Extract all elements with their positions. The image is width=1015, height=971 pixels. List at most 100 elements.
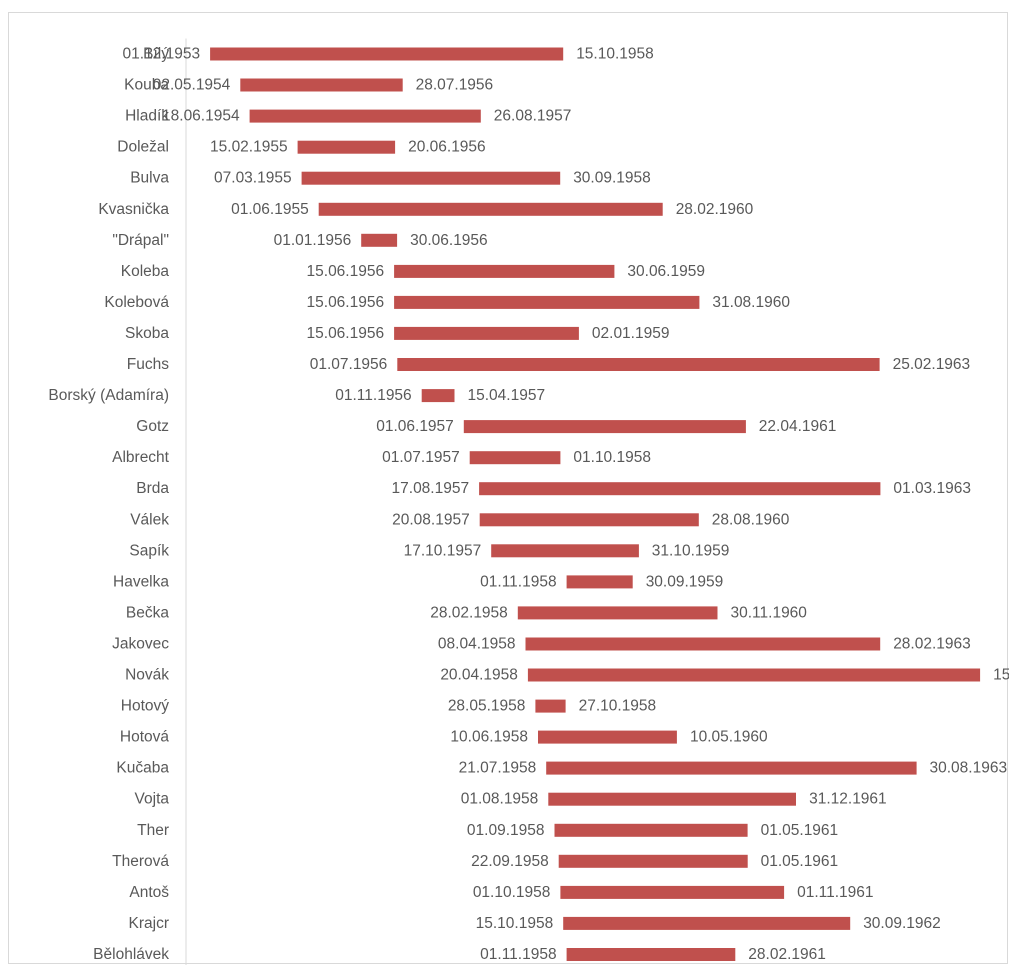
gantt-row: Hotový 28.05.1958 27.10.1958 <box>121 698 656 715</box>
category-label: Hotová <box>120 729 169 746</box>
range-bar <box>535 699 566 713</box>
range-bar <box>301 171 561 185</box>
end-date-label: 02.01.1959 <box>592 325 670 342</box>
start-date-label: 20.08.1957 <box>392 511 470 528</box>
start-date-label: 01.08.1958 <box>461 791 539 808</box>
start-date-label: 01.11.1958 <box>480 573 556 590</box>
end-date-label: 01.10.1958 <box>573 449 651 466</box>
category-label: Doležal <box>117 139 169 156</box>
range-bar <box>554 823 748 837</box>
start-date-label: 15.10.1958 <box>476 915 554 932</box>
range-bar <box>463 420 746 434</box>
end-date-label: 30.11.1960 <box>731 604 808 621</box>
range-bar <box>558 854 748 868</box>
category-label: Kolebová <box>104 294 169 311</box>
start-date-label: 17.08.1957 <box>392 480 470 497</box>
gantt-row: Jakovec 08.04.1958 28.02.1963 <box>112 635 971 652</box>
range-bar <box>421 389 455 403</box>
end-date-label: 22.04.1961 <box>759 418 837 435</box>
category-label: Novák <box>125 667 169 684</box>
gantt-row: Gotz 01.06.1957 22.04.1961 <box>136 418 836 435</box>
range-bar <box>297 140 396 154</box>
range-bar <box>397 358 880 371</box>
gantt-row: Hotová 10.06.1958 10.05.1960 <box>120 729 768 746</box>
gantt-row: Sapík 17.10.1957 31.10.1959 <box>129 542 729 559</box>
range-bar <box>318 202 663 216</box>
start-date-label: 01.11.1956 <box>335 387 411 404</box>
gantt-row: Havelka 01.11.1958 30.09.1959 <box>113 573 723 590</box>
gantt-row: Krajcr 15.10.1958 30.09.1962 <box>129 915 941 932</box>
range-bar <box>361 233 398 247</box>
category-label: Antoš <box>129 884 169 901</box>
end-date-label: 28.08.1960 <box>712 511 790 528</box>
category-label: Bělohlávek <box>93 946 169 963</box>
category-label: "Drápal" <box>112 232 169 249</box>
chart-frame: Bílý 01.12.1953 15.10.1958 Kouba 02.05.1954 2… <box>8 12 1009 965</box>
end-date-label: 15.04.1957 <box>468 387 546 404</box>
category-label: Jakovec <box>112 635 169 652</box>
gantt-row: Therová 22.09.1958 01.05.1961 <box>112 853 838 870</box>
range-bar <box>394 264 615 278</box>
end-date-label: 26.08.1957 <box>494 108 572 125</box>
range-bar <box>394 326 579 340</box>
range-bar <box>527 668 981 682</box>
range-bar <box>560 885 785 899</box>
start-date-label: 01.10.1958 <box>473 884 551 901</box>
category-label: Borský (Adamíra) <box>48 387 169 404</box>
category-label: Albrecht <box>112 449 170 466</box>
category-label: Vojta <box>135 791 170 808</box>
start-date-label: 20.04.1958 <box>440 667 518 684</box>
gantt-row: Bečka 28.02.1958 30.11.1960 <box>126 604 807 621</box>
range-bar <box>517 606 718 620</box>
gantt-row: Vojta 01.08.1958 31.12.1961 <box>135 791 887 808</box>
start-date-label: 15.06.1956 <box>307 325 385 342</box>
start-date-label: 17.10.1957 <box>404 542 482 559</box>
gantt-row: Kvasnička 01.06.1955 28.02.1960 <box>98 201 753 218</box>
end-date-label: 31.12.1961 <box>809 791 887 808</box>
category-label: Fuchs <box>127 356 169 373</box>
start-date-label: 10.06.1958 <box>450 729 528 746</box>
range-bar <box>210 47 564 61</box>
end-date-label: 01.11.1961 <box>797 884 873 901</box>
range-bar <box>566 948 736 961</box>
gantt-row: Kolebová 15.06.1956 31.08.1960 <box>104 294 790 311</box>
start-date-label: 01.12.1953 <box>123 46 201 63</box>
category-label: Koleba <box>121 263 170 280</box>
gantt-row: Koleba 15.06.1956 30.06.1959 <box>121 263 705 280</box>
start-date-label: 22.09.1958 <box>471 853 549 870</box>
end-date-label: 30.08.1963 <box>930 760 1008 777</box>
category-label: Hladík <box>125 108 169 125</box>
start-date-label: 18.06.1954 <box>162 108 240 125</box>
end-date-label: 30.09.1962 <box>863 915 941 932</box>
gantt-row: Bělohlávek 01.11.1958 28.02.1961 <box>93 946 826 963</box>
category-label: Kučaba <box>116 760 169 777</box>
gantt-row: Válek 20.08.1957 28.08.1960 <box>130 511 790 528</box>
start-date-label: 15.06.1956 <box>307 294 385 311</box>
end-date-label: 28.02.1961 <box>748 946 826 963</box>
category-label: Therová <box>112 853 169 870</box>
range-bar <box>546 761 917 775</box>
end-date-label: 31.08.1960 <box>712 294 790 311</box>
gantt-row: Antoš 01.10.1958 01.11.1961 <box>129 884 873 901</box>
category-label: Hotový <box>121 698 169 715</box>
end-date-label: 10.05.1960 <box>690 729 768 746</box>
end-date-label: 30.09.1959 <box>646 573 724 590</box>
gantt-row: Doležal 15.02.1955 20.06.1956 <box>117 139 485 156</box>
category-label: Havelka <box>113 573 169 590</box>
end-date-label: 27.10.1958 <box>579 698 657 715</box>
end-date-label: 31.10.1959 <box>652 542 730 559</box>
end-date-label: 30.06.1956 <box>410 232 488 249</box>
range-bar <box>479 482 881 496</box>
range-bar <box>566 575 633 589</box>
category-label: Válek <box>130 511 169 528</box>
category-label: Skoba <box>125 325 169 342</box>
end-date-label: 01.03.1963 <box>893 480 971 497</box>
gantt-row: Skoba 15.06.1956 02.01.1959 <box>125 325 669 342</box>
gantt-row: Borský (Adamíra) 01.11.1956 15.04.1957 <box>48 387 545 404</box>
end-date-label: 01.05.1961 <box>761 853 839 870</box>
start-date-label: 28.02.1958 <box>430 604 508 621</box>
gantt-row: Ther 01.09.1958 01.05.1961 <box>137 822 838 839</box>
